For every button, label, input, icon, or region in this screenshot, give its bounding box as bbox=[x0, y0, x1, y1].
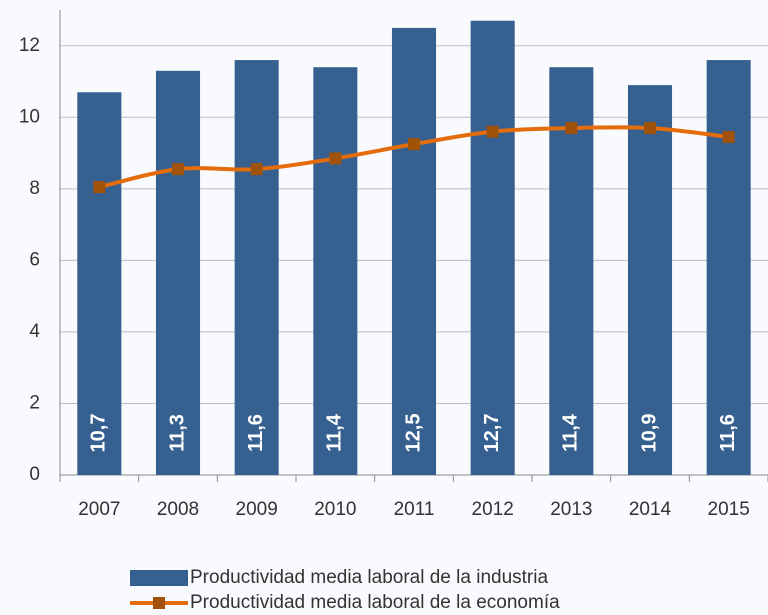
bar-value-label: 11,6 bbox=[245, 414, 267, 452]
bar bbox=[627, 85, 673, 475]
legend-marker bbox=[153, 597, 165, 609]
x-tick-label: 2009 bbox=[236, 499, 278, 520]
bar bbox=[77, 92, 122, 476]
y-tick-label: 0 bbox=[29, 464, 40, 485]
y-tick-label: 4 bbox=[29, 321, 40, 342]
legend-label: Productividad media laboral de la indust… bbox=[190, 567, 548, 588]
bar bbox=[470, 20, 515, 475]
bar bbox=[313, 67, 358, 475]
line-marker bbox=[486, 125, 499, 138]
bar bbox=[549, 67, 594, 475]
legend-swatch bbox=[130, 570, 188, 586]
bar-value-label: 10,9 bbox=[638, 414, 660, 453]
y-tick-label: 2 bbox=[29, 392, 40, 413]
bar bbox=[234, 60, 279, 475]
line-marker bbox=[408, 138, 420, 151]
x-tick-label: 2014 bbox=[629, 499, 672, 520]
x-tick-label: 2007 bbox=[78, 499, 120, 520]
line-marker bbox=[172, 163, 184, 176]
x-tick-label: 2012 bbox=[472, 499, 514, 520]
legend-label: Productividad media laboral de la econom… bbox=[190, 592, 560, 613]
x-tick-label: 2008 bbox=[157, 499, 199, 520]
y-tick-label: 12 bbox=[19, 35, 40, 56]
bar-value-label: 11,6 bbox=[717, 414, 739, 452]
x-tick-label: 2010 bbox=[314, 499, 356, 520]
bar-value-label: 11,4 bbox=[560, 413, 582, 452]
y-tick-label: 6 bbox=[29, 249, 40, 270]
bar-value-label: 10,7 bbox=[88, 414, 110, 453]
x-tick-label: 2015 bbox=[708, 499, 750, 520]
line-marker bbox=[329, 152, 342, 165]
y-tick-label: 8 bbox=[29, 178, 40, 199]
bar bbox=[706, 60, 751, 475]
bar bbox=[391, 27, 437, 476]
line-marker bbox=[644, 122, 656, 135]
bar bbox=[155, 70, 201, 476]
line-marker bbox=[565, 122, 578, 135]
bar-value-label: 12,7 bbox=[481, 414, 503, 453]
bar-value-label: 11,4 bbox=[324, 413, 346, 452]
y-tick-label: 10 bbox=[19, 106, 40, 127]
bar-value-label: 12,5 bbox=[402, 414, 424, 453]
line-marker bbox=[722, 130, 735, 143]
x-tick-label: 2011 bbox=[394, 499, 435, 520]
bar-value-label: 11,3 bbox=[166, 414, 188, 452]
line-marker bbox=[93, 181, 106, 194]
line-marker bbox=[250, 163, 263, 176]
x-tick-label: 2013 bbox=[550, 499, 592, 520]
